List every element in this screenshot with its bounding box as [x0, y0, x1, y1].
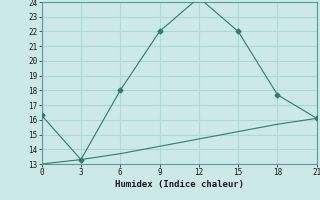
X-axis label: Humidex (Indice chaleur): Humidex (Indice chaleur): [115, 180, 244, 189]
